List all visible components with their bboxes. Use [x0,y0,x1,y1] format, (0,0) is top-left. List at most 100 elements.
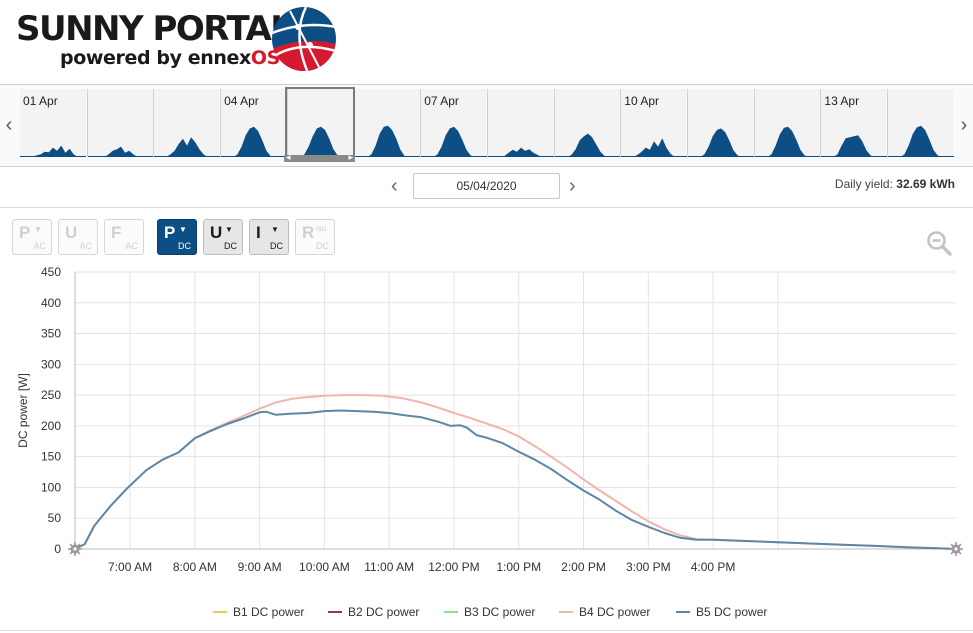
previous-day-button[interactable]: ‹ [391,175,398,197]
range-end-handle[interactable] [949,542,963,556]
day-yield-area [221,126,288,157]
legend-swatch [559,610,573,613]
day-thumbnail[interactable]: 04 Apr [220,89,288,157]
day-yield-sparkline [87,146,154,157]
brand-subtitle-prefix: powered by ennex [60,47,251,69]
brand-subtitle-suffix: OS [250,47,280,69]
button-letter: R [302,223,315,242]
range-start-handle[interactable] [68,542,82,556]
measurement-button-i-dc[interactable]: I ▼ DC [249,219,289,255]
next-day-button[interactable]: › [569,175,576,197]
day-thumbnail[interactable] [887,89,955,157]
day-yield-area [621,138,688,157]
measurement-button-f-ac[interactable]: F AC [104,219,144,255]
day-yield-sparkline [888,125,955,157]
button-letter: F [111,223,122,242]
day-thumbnails: 01 Apr 04 Apr 07 Apr 10 Apr 13 Apr [20,87,955,159]
day-yield-area [20,145,86,157]
daily-yield-label: Daily yield: [834,177,893,191]
day-thumbnail[interactable] [687,89,754,157]
button-subscript: AC [33,241,46,251]
x-tick-label: 8:00 AM [173,560,217,574]
daily-yield: Daily yield: 32.69 kWh [835,177,955,191]
day-yield-area [421,126,488,157]
day-thumbnail[interactable]: 10 Apr [620,89,688,157]
legend-item[interactable]: B3 DC power [444,605,535,619]
y-tick-label: 100 [41,480,61,494]
x-tick-label: 12:00 PM [428,560,479,574]
chevron-right-icon[interactable]: › [960,114,968,136]
legend-item[interactable]: B5 DC power [676,605,767,619]
chevron-left-icon[interactable]: ‹ [5,114,13,136]
brand-title: SUNNY PORTAL [16,9,292,49]
legend-item[interactable]: B1 DC power [213,605,304,619]
measurement-button-p-ac[interactable]: P ▼ AC [12,219,52,255]
y-tick-label: 400 [41,296,61,310]
selection-handle[interactable]: ◂ ▸ [284,152,355,162]
dc-power-chart: 0 50 100 150 200 250 300 350 400 450 7:00 AM 8:00 A… [16,265,963,574]
measurement-button-p-dc[interactable]: P ▼ DC [157,219,197,255]
day-yield-sparkline [354,125,421,157]
header: SUNNY PORTAL powered by ennexOS [0,0,973,84]
series-line-b4[interactable] [74,394,957,550]
day-thumbnail[interactable] [153,89,221,157]
chart-legend: B1 DC power B2 DC power B3 DC power B4 DC p… [0,601,973,623]
ennexos-globe-logo [272,7,336,71]
day-yield-sparkline [287,126,354,157]
day-yield-sparkline [20,145,86,157]
day-yield-sparkline [688,128,754,157]
button-letter: I [256,223,261,242]
day-yield-area [287,126,354,157]
y-tick-label: 250 [41,388,61,402]
day-thumbnail[interactable]: 07 Apr [420,89,488,157]
button-letter: P [164,223,176,242]
measurement-button-u-ac[interactable]: U AC [58,219,98,255]
day-yield-sparkline [554,133,621,157]
button-subscript: DC [316,241,329,251]
button-subscript: DC [178,241,191,251]
day-yield-area [888,125,955,157]
x-tick-label: 2:00 PM [561,560,606,574]
day-yield-area [688,128,754,157]
day-yield-area [554,133,621,157]
day-yield-sparkline [421,126,488,157]
legend-swatch [213,610,227,613]
button-letter: U [65,223,78,242]
day-yield-area [487,147,554,157]
y-axis-label: DC power [W] [16,373,30,448]
y-tick-label: 300 [41,357,61,371]
date-field[interactable]: 05/04/2020 [413,173,560,199]
day-yield-sparkline [754,126,821,157]
day-thumbnail[interactable]: 13 Apr [820,89,888,157]
day-thumbnail[interactable] [753,89,821,157]
zoom-out-icon[interactable] [926,230,952,256]
y-tick-label: 450 [41,265,61,279]
day-yield-sparkline [621,138,688,157]
button-subscript: DC [224,241,237,251]
measurement-button-u-dc[interactable]: U ▼ DC [203,219,243,255]
button-subscript: AC [125,241,138,251]
x-tick-label: 1:00 PM [496,560,541,574]
day-thumbnail[interactable] [86,89,154,157]
day-thumbnail[interactable] [353,89,421,157]
caret-down-icon: ▼ [34,225,42,234]
day-thumbnail[interactable]: 01 Apr [20,89,86,157]
legend-swatch [328,610,342,613]
day-thumbnail[interactable] [284,87,355,159]
legend-item[interactable]: B2 DC power [328,605,419,619]
day-label: 01 Apr [23,94,58,108]
day-thumbnail[interactable] [553,89,621,157]
day-yield-sparkline [821,135,888,157]
legend-label: B1 DC power [233,605,305,619]
legend-item[interactable]: B4 DC power [559,605,650,619]
day-yield-area [154,137,221,157]
day-label: 04 Apr [224,94,259,108]
legend-label: B5 DC power [696,605,768,619]
day-label: 07 Apr [424,94,459,108]
y-tick-label: 150 [41,450,61,464]
day-thumbnail[interactable] [486,89,554,157]
series-line-b5[interactable] [74,409,957,550]
button-subscript: DC [270,241,283,251]
